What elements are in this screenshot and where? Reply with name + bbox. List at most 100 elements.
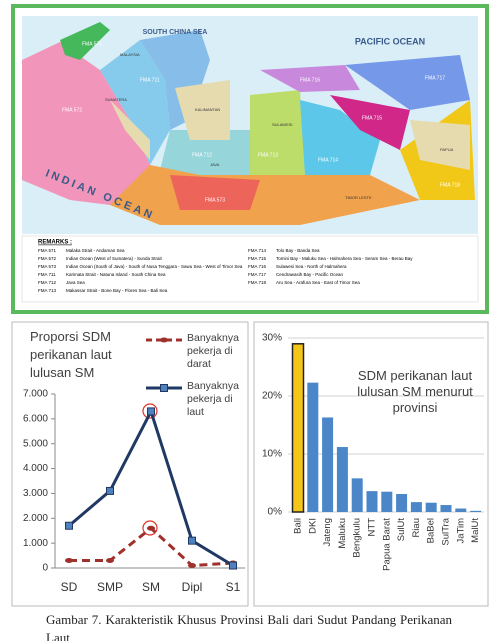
x-tick-label: SMP [97, 580, 123, 594]
map-label: SULAWESI [272, 122, 293, 127]
remark-text: Cendrawasih Bay - Pacific Ocean [276, 272, 344, 277]
map-label: SOUTH CHINA SEA [143, 29, 208, 36]
map-label: FMA 714 [318, 157, 338, 163]
x-tick-label: Papua Barat [381, 518, 392, 571]
map-label: FMA 717 [425, 75, 445, 81]
legend-marker [160, 337, 168, 343]
map-label: FMA 573 [205, 197, 225, 203]
point [106, 486, 114, 495]
remark-text: Tomini Bay - Maluku Sea - Halmahera Sea … [276, 256, 413, 261]
x-tick-label: SM [142, 580, 160, 594]
remark-text: Indian Ocean (South of Java) - South of … [66, 264, 243, 269]
bar [396, 494, 408, 512]
map-label: MALAYSIA [120, 52, 140, 57]
remark-text: Aru Sea - Arafura Sea - East of Timor Se… [276, 280, 360, 285]
bar [410, 502, 422, 512]
y-tick-label: 1.000 [23, 538, 48, 549]
y-tick-label: 2.000 [23, 513, 48, 524]
point [229, 561, 237, 570]
y-tick-label: 3.000 [23, 488, 48, 499]
remark-text: Malaka Strait - Andaman Sea [66, 248, 125, 253]
point [188, 536, 196, 545]
x-tick-label: DKI [307, 518, 318, 534]
x-tick-label: Riau [411, 518, 422, 538]
remark-code: FMA 572 [38, 256, 57, 261]
map-label: FMA 572 [62, 107, 82, 113]
remarks-title: REMARKS : [38, 240, 72, 246]
y-tick-label: 30% [262, 333, 282, 344]
bar [336, 447, 348, 512]
remark-code: FMA 573 [38, 264, 57, 269]
point [147, 407, 155, 416]
bar [381, 491, 393, 512]
x-tick-label: SD [61, 580, 78, 594]
map-label: KALIMANTAN [195, 107, 220, 112]
y-tick-label: 5.000 [23, 438, 48, 449]
x-tick-label: BaBel [426, 518, 437, 543]
chart-title: Proporsi SDM perikanan laut lulusan SM [30, 329, 112, 380]
chart-frame [11, 321, 249, 607]
bar [351, 478, 363, 512]
chart-title: SDM perikanan laut lulusan SM menurut pr… [357, 368, 473, 415]
remark-text: Java Sea [66, 280, 85, 285]
remark-text: Indian Ocean (West of Sumatera) - Sunda … [66, 256, 162, 261]
point [65, 558, 73, 564]
point [147, 525, 155, 531]
bar [307, 382, 319, 512]
remark-code: FMA 717 [248, 272, 267, 277]
bar [440, 505, 452, 512]
remark-code: FMA 715 [248, 256, 267, 261]
x-tick-label: S1 [226, 580, 241, 594]
map-label: FMA 716 [300, 77, 320, 83]
map-label: FMA 711 [140, 77, 160, 83]
remark-code: FMA 711 [38, 272, 56, 277]
bar [322, 417, 334, 512]
point [106, 558, 114, 564]
remark-text: Karimata Strait - Natuna Island - South … [66, 272, 166, 277]
point [188, 563, 196, 569]
map-label: JAVA [210, 162, 220, 167]
remark-code: FMA 714 [248, 248, 267, 253]
bar [470, 510, 482, 512]
map-label: FMA 571 [82, 41, 102, 47]
y-tick-label: 7.000 [23, 389, 48, 400]
remark-code: FMA 713 [38, 288, 57, 293]
bar [291, 343, 305, 513]
remark-text: Sulawesi Sea - North of Halmahera [276, 264, 347, 269]
remark-code: FMA 712 [38, 280, 57, 285]
map-label: PACIFIC OCEAN [355, 36, 425, 46]
map-label: TIMOR LESTE [345, 195, 372, 200]
map-label: SUMATERA [105, 97, 127, 102]
x-tick-label: Dipl [182, 580, 203, 594]
bar [366, 491, 378, 512]
remarks-box [21, 235, 479, 303]
y-tick-label: 10% [262, 449, 282, 460]
x-tick-label: Jateng [322, 518, 333, 547]
x-tick-label: JaTim [455, 518, 466, 544]
map-label: PAPUA [440, 147, 454, 152]
bar [425, 502, 437, 512]
map-label: FMA 715 [362, 115, 382, 121]
map-regions [22, 22, 475, 225]
remark-text: Makassar Strait - Bone Bay - Flores Sea … [66, 288, 168, 293]
x-tick-label: Maluku [337, 518, 348, 549]
bar [455, 508, 467, 512]
x-tick-label: Bengkulu [352, 518, 363, 558]
x-tick-label: SulUt [396, 518, 407, 542]
y-tick-label: 0% [268, 507, 283, 518]
legend-label: Banyaknya pekerja di darat [187, 332, 239, 370]
legend-label: Banyaknya pekerja di laut [187, 380, 239, 418]
y-tick-label: 20% [262, 391, 282, 402]
remark-code: FMA 716 [248, 264, 267, 269]
x-tick-label: SulTra [441, 517, 452, 545]
point [65, 521, 73, 530]
legend-marker [160, 384, 168, 392]
chart-frame [253, 321, 489, 607]
y-tick-label: 4.000 [23, 463, 48, 474]
caption: Gambar 7. Karakteristik Khusus Provinsi … [46, 612, 452, 641]
x-tick-label: NTT [367, 518, 378, 537]
remark-code: FMA 571 [38, 248, 57, 253]
y-tick-label: 6.000 [23, 413, 48, 424]
